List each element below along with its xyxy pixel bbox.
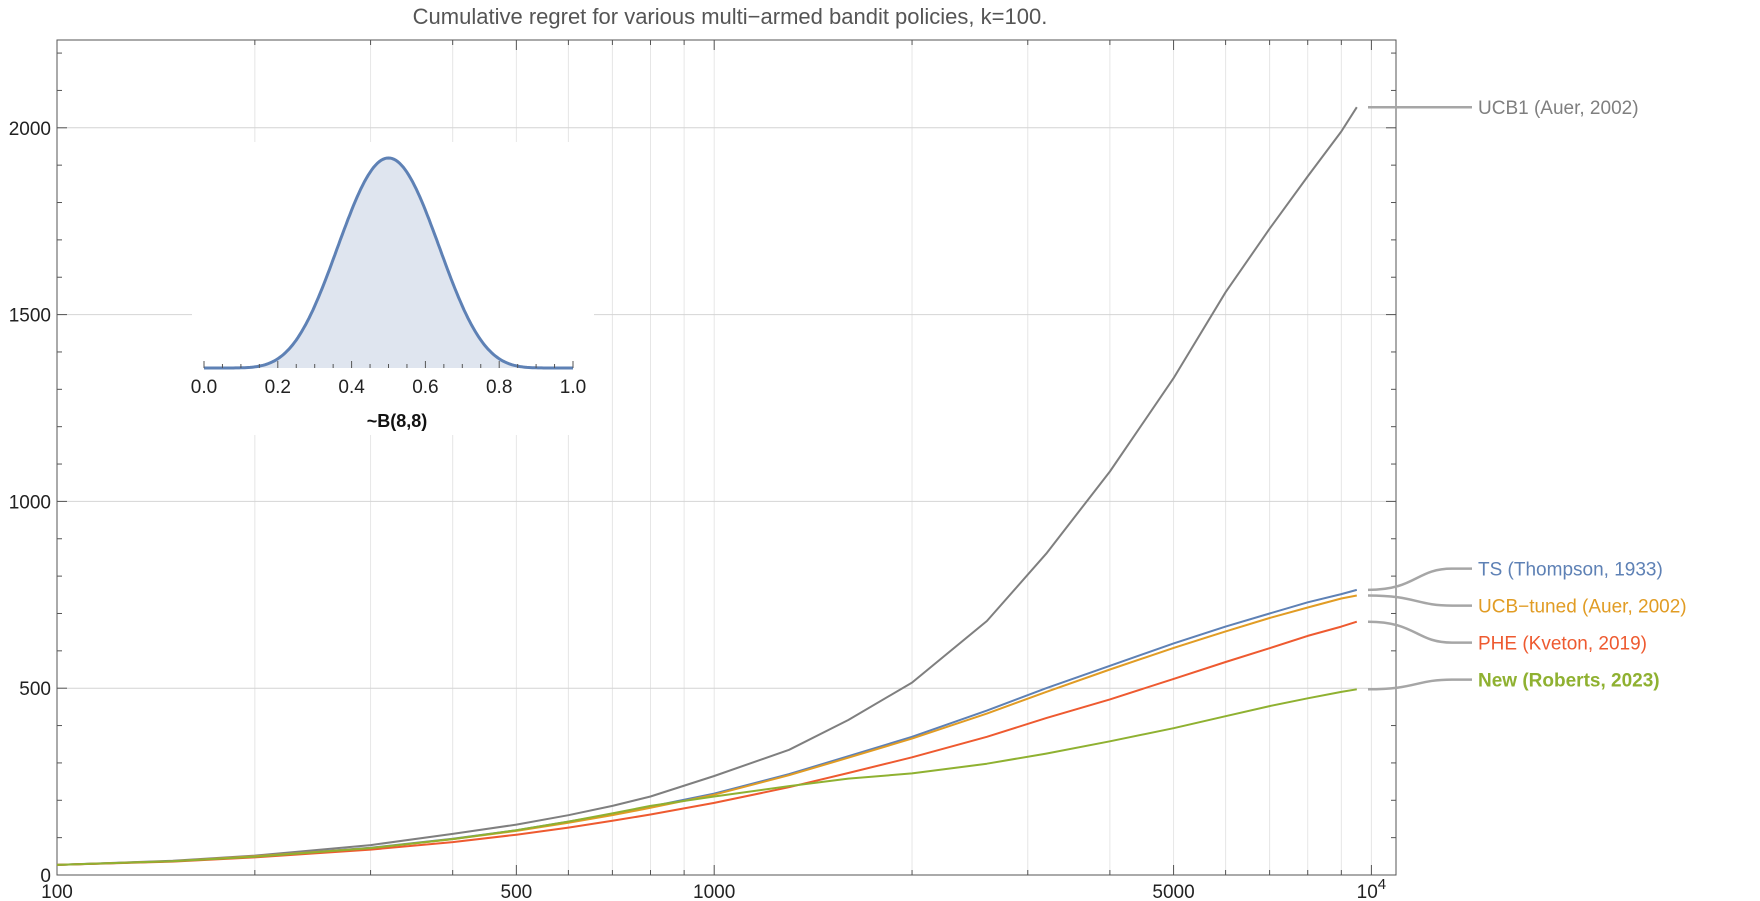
inset-tick-label: 0.6 <box>412 377 438 398</box>
legend-leader-line <box>1367 678 1472 691</box>
plot-border <box>56 39 1397 876</box>
series-line-new <box>56 688 1357 866</box>
chart-title: Cumulative regret for various multi−arme… <box>413 4 1048 29</box>
legend-label: PHE (Kveton, 2019) <box>1478 634 1647 655</box>
x-axis-ticks: 100 500 1000 5000 104 <box>41 40 1386 901</box>
inset-tick-label: 0.4 <box>338 377 365 398</box>
inset-x-ticks: 0.0 0.2 0.4 0.6 0.8 1.0 <box>191 361 586 398</box>
inset-tick-label: 0.2 <box>265 377 291 398</box>
x-tick-label: 5000 <box>1152 882 1194 901</box>
legend-leader-line <box>1367 620 1472 644</box>
inset-tick-label: 0.0 <box>191 377 217 398</box>
legend-leader-line <box>1367 567 1472 592</box>
inset-density-curve <box>204 156 573 370</box>
y-axis-ticks: 0 500 1000 1500 2000 <box>9 52 1396 887</box>
y-tick-label: 0 <box>40 866 51 887</box>
beta-distribution-inset: 0.0 0.2 0.4 0.6 0.8 1.0 ~B(8,8) <box>191 142 594 435</box>
y-tick-label: 2000 <box>9 119 51 140</box>
series-line-phe <box>56 620 1358 866</box>
legend: UCB1 (Auer, 2002) TS (Thompson, 1933) UCB−… <box>1367 98 1687 692</box>
x-tick-label: 100 <box>41 882 73 901</box>
plot-frame <box>56 39 1397 876</box>
legend-label: UCB−tuned (Auer, 2002) <box>1478 597 1687 618</box>
inset-density-area <box>204 158 573 368</box>
legend-label: TS (Thompson, 1933) <box>1478 560 1663 581</box>
series-line-ucb1 <box>56 106 1358 866</box>
x-tick-label: 500 <box>501 882 533 901</box>
x-tick-label: 1000 <box>693 882 735 901</box>
inset-tick-label: 0.8 <box>486 377 512 398</box>
series-lines <box>56 106 1358 866</box>
inset-label: ~B(8,8) <box>367 411 428 431</box>
inset-tick-label: 1.0 <box>560 377 586 398</box>
legend-leader-line <box>1367 594 1472 607</box>
y-tick-label: 1000 <box>9 492 51 513</box>
legend-label: New (Roberts, 2023) <box>1478 671 1660 692</box>
x-tick-label: 104 <box>1357 876 1386 901</box>
y-tick-label: 500 <box>19 679 51 700</box>
legend-label: UCB1 (Auer, 2002) <box>1478 98 1639 119</box>
y-tick-label: 1500 <box>9 306 51 327</box>
